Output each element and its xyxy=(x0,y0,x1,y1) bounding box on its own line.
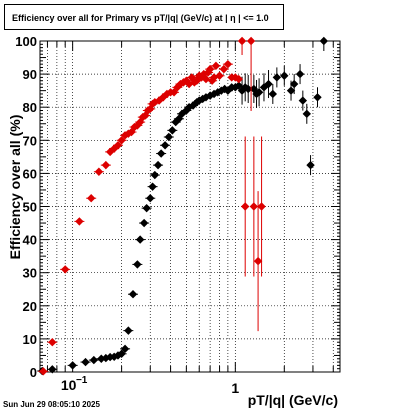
y-axis-label: Efficiency over all (%) xyxy=(7,115,23,260)
data-point xyxy=(246,36,256,46)
data-point xyxy=(94,167,104,176)
data-point xyxy=(86,194,96,203)
data-point xyxy=(249,202,259,211)
data-point xyxy=(264,79,273,89)
data-point xyxy=(150,98,160,107)
y-tick-label: 50 xyxy=(23,200,37,215)
data-point xyxy=(254,88,264,97)
data-point xyxy=(148,182,157,191)
y-tick-label: 60 xyxy=(23,166,37,181)
y-tick-label: 70 xyxy=(23,133,37,148)
data-point xyxy=(253,256,263,266)
y-tick-label: 40 xyxy=(23,233,37,248)
data-point xyxy=(319,36,329,46)
data-point xyxy=(48,365,57,374)
data-point xyxy=(219,64,229,74)
data-point xyxy=(75,217,84,226)
data-point xyxy=(160,141,170,150)
x-tick-label-exponent: −1 xyxy=(76,375,88,386)
data-point xyxy=(135,235,145,244)
data-point xyxy=(120,344,130,354)
data-point xyxy=(240,202,250,211)
data-point xyxy=(184,103,194,112)
y-tick-label: 30 xyxy=(23,266,37,281)
data-point xyxy=(117,136,126,145)
data-point xyxy=(39,367,48,376)
data-point xyxy=(237,36,247,46)
data-point xyxy=(128,290,138,299)
y-tick-label: 100 xyxy=(15,34,37,49)
data-point xyxy=(209,89,219,99)
data-point xyxy=(184,79,194,89)
data-point xyxy=(179,78,188,87)
y-tick-label: 10 xyxy=(23,332,37,347)
data-point xyxy=(139,218,149,228)
data-point xyxy=(117,349,126,358)
data-point xyxy=(289,79,299,89)
series-black xyxy=(37,36,329,376)
data-point xyxy=(205,64,215,74)
data-point xyxy=(162,89,172,99)
data-point xyxy=(213,88,222,97)
y-tick-label: 20 xyxy=(23,299,37,314)
data-point xyxy=(223,59,233,69)
data-point xyxy=(302,109,311,119)
series-red xyxy=(38,36,266,376)
data-point xyxy=(268,89,278,99)
data-point xyxy=(209,73,219,82)
data-point xyxy=(146,194,155,203)
data-point xyxy=(272,73,282,82)
data-point xyxy=(48,338,57,347)
data-point xyxy=(234,74,243,84)
y-tick-label: 90 xyxy=(23,67,37,82)
data-point xyxy=(298,96,308,105)
data-point xyxy=(60,265,70,274)
data-point xyxy=(257,202,266,211)
data-point xyxy=(306,160,315,170)
data-point xyxy=(244,84,253,94)
data-point xyxy=(211,61,221,71)
grid-lines xyxy=(40,41,340,372)
data-point xyxy=(120,131,130,140)
data-point xyxy=(195,96,204,105)
data-point xyxy=(164,132,173,142)
data-point xyxy=(113,141,123,150)
data-point xyxy=(295,69,305,79)
data-point xyxy=(156,149,166,158)
data-point xyxy=(197,73,206,82)
data-point xyxy=(217,86,226,95)
data-point xyxy=(133,260,142,269)
data-point xyxy=(313,93,322,102)
x-tick-label: 1 xyxy=(231,380,239,396)
data-point xyxy=(142,203,151,213)
x-axis-label: pT/|q| (GeV/c) xyxy=(248,392,338,408)
data-point xyxy=(81,357,90,367)
data-point xyxy=(280,71,289,80)
data-point xyxy=(68,361,77,370)
x-tick-label: 10 xyxy=(61,377,77,393)
data-point xyxy=(168,126,177,135)
y-tick-label: 80 xyxy=(23,100,37,115)
data-point xyxy=(135,117,145,127)
data-point xyxy=(286,86,296,95)
data-point xyxy=(89,355,99,365)
timestamp-footer: Sun Jun 29 08:05:10 2025 xyxy=(3,400,100,409)
data-point xyxy=(220,84,229,94)
chart-title: Efficiency over all for Primary vs pT/|q… xyxy=(4,4,284,30)
data-point xyxy=(153,160,163,170)
data-point xyxy=(124,326,133,335)
data-point xyxy=(101,160,111,170)
data-point xyxy=(215,71,224,80)
y-tick-label: 0 xyxy=(30,365,37,380)
data-point xyxy=(150,170,160,180)
